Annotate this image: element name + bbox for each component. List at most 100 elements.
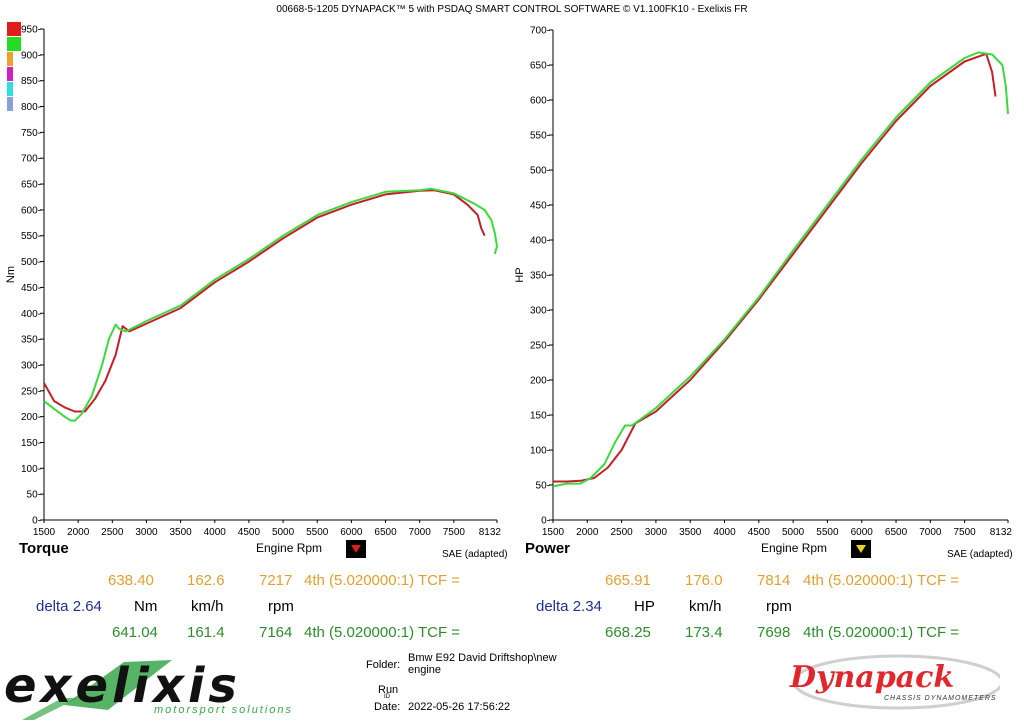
run-swatch-blue[interactable] bbox=[7, 97, 13, 111]
chart1-y-axis-label: HP bbox=[514, 267, 526, 282]
chart0-series-1-line bbox=[43, 189, 486, 413]
chart0-y-tick-label: 400- bbox=[21, 309, 41, 320]
power-run1-rpm: 7814 bbox=[757, 572, 791, 589]
folder-label: Folder: bbox=[366, 659, 401, 671]
power-run1-speed: 176.0 bbox=[685, 572, 723, 589]
power-run1-gear: 4th (5.020000:1) TCF = bbox=[803, 572, 960, 589]
run-info-box: Folder: Bmw E92 David Driftshop\new engi… bbox=[362, 650, 764, 722]
torque-x-axis-label: Engine Rpm bbox=[256, 541, 323, 555]
chart1-x-tick-label: 8132 bbox=[990, 527, 1013, 538]
run-swatch-orange[interactable] bbox=[7, 52, 13, 66]
chart1-series-1-line bbox=[553, 52, 997, 483]
dynapack-logo-text: Dynapack bbox=[790, 660, 955, 695]
chart0-y-tick-label: 850- bbox=[21, 76, 41, 87]
run-swatch-magenta[interactable] bbox=[7, 67, 13, 81]
chart1-x-tick-label: 6500 bbox=[885, 527, 908, 538]
power-run2-gear: 4th (5.020000:1) TCF = bbox=[803, 624, 960, 641]
chart1-y-tick-label: 350- bbox=[530, 271, 550, 282]
power-run1-peak: 665.91 bbox=[605, 572, 651, 589]
run-label: Run bbox=[378, 684, 399, 696]
chart0-x-tick-label: 8132 bbox=[479, 527, 502, 538]
power-chart: 0- 50- 100- 150- 200- 250- 300- 350- 400- 450- 500… bbox=[514, 26, 1013, 539]
torque-delta-unit: Nm bbox=[134, 598, 158, 615]
torque-correction-note: SAE (adapted) bbox=[442, 549, 508, 560]
power-correction-note: SAE (adapted) bbox=[947, 549, 1013, 560]
exelixis-tagline: motorsport solutions bbox=[154, 704, 294, 716]
chart1-x-tick-label: 7000 bbox=[919, 527, 942, 538]
exelixis-logo-text: exelixis bbox=[4, 658, 241, 714]
torque-run1-gear: 4th (5.020000:1) TCF = bbox=[304, 572, 461, 589]
chart0-y-tick-label: 750- bbox=[21, 128, 41, 139]
torque-run2-rpm: 7164 bbox=[259, 624, 293, 641]
dynapack-tagline: CHASSIS DYNAMOMETERS bbox=[884, 695, 997, 702]
chart1-x-tick-label: 4000 bbox=[713, 527, 736, 538]
chart0-y-tick-label: 0- bbox=[32, 516, 41, 527]
chart0-x-tick-label: 5000 bbox=[272, 527, 295, 538]
chart1-y-tick-label: 0- bbox=[541, 516, 550, 527]
chart0-x-tick-label: 7500 bbox=[443, 527, 466, 538]
chart0-y-tick-label: 500- bbox=[21, 257, 41, 268]
chart1-y-tick-label: 300- bbox=[530, 306, 550, 317]
power-speed-unit: km/h bbox=[689, 598, 722, 615]
chart0-x-tick-label: 3500 bbox=[169, 527, 192, 538]
chart0-x-tick-label: 5500 bbox=[306, 527, 329, 538]
chart1-x-tick-label: 3000 bbox=[645, 527, 668, 538]
run-swatch-red[interactable] bbox=[7, 22, 21, 36]
chart0-x-tick-label: 6500 bbox=[374, 527, 397, 538]
chart1-y-tick-label: 400- bbox=[530, 236, 550, 247]
red-down-arrow-icon[interactable] bbox=[346, 540, 366, 558]
power-x-axis-label: Engine Rpm bbox=[761, 541, 828, 555]
chart1-y-tick-label: 200- bbox=[530, 376, 550, 387]
power-run2-speed: 173.4 bbox=[685, 624, 723, 641]
run-swatch-cyan[interactable] bbox=[7, 82, 13, 96]
torque-delta: delta 2.64 bbox=[36, 598, 102, 615]
chart0-x-tick-label: 2000 bbox=[67, 527, 90, 538]
power-delta-unit: HP bbox=[634, 598, 655, 615]
chart0-y-tick-label: 50- bbox=[27, 490, 41, 501]
exelixis-logo: exelixis motorsport solutions bbox=[4, 650, 360, 720]
run-id-label: ID bbox=[384, 694, 390, 700]
power-rpm-unit: rpm bbox=[766, 598, 792, 615]
power-panel-title: Power bbox=[525, 540, 571, 557]
folder-value: Bmw E92 David Driftshop\new engine bbox=[408, 652, 557, 676]
power-delta: delta 2.34 bbox=[536, 598, 602, 615]
chart1-series-2-line bbox=[552, 51, 1009, 488]
run-swatch-green[interactable] bbox=[7, 37, 21, 51]
chart0-x-tick-label: 2500 bbox=[101, 527, 124, 538]
chart0-x-tick-label: 3000 bbox=[135, 527, 158, 538]
torque-panel-title: Torque bbox=[19, 540, 69, 557]
chart0-series-2-line bbox=[43, 187, 498, 422]
torque-run1-peak: 638.40 bbox=[108, 572, 154, 589]
chart0-x-tick-label: 1500 bbox=[33, 527, 56, 538]
chart0-y-tick-label: 550- bbox=[21, 231, 41, 242]
chart1-x-tick-label: 4500 bbox=[748, 527, 771, 538]
yellow-down-arrow-icon[interactable] bbox=[851, 540, 871, 558]
torque-run2-peak: 641.04 bbox=[112, 624, 158, 641]
chart1-x-tick-label: 5000 bbox=[782, 527, 805, 538]
torque-rpm-unit: rpm bbox=[268, 598, 294, 615]
chart0-x-tick-label: 4500 bbox=[238, 527, 261, 538]
chart0-y-tick-label: 300- bbox=[21, 360, 41, 371]
power-run2-rpm: 7698 bbox=[757, 624, 791, 641]
chart0-x-tick-label: 4000 bbox=[204, 527, 227, 538]
chart1-y-tick-label: 100- bbox=[530, 446, 550, 457]
chart1-x-tick-label: 2500 bbox=[610, 527, 633, 538]
chart0-x-tick-label: 6000 bbox=[340, 527, 363, 538]
window-title: 00668-5-1205 DYNAPACK™ 5 with PSDAQ SMAR… bbox=[276, 4, 748, 15]
chart1-x-tick-label: 7500 bbox=[954, 527, 977, 538]
chart0-y-tick-label: 600- bbox=[21, 205, 41, 216]
chart1-x-tick-label: 5500 bbox=[816, 527, 839, 538]
chart1-x-tick-label: 2000 bbox=[576, 527, 599, 538]
date-label: Date: bbox=[374, 701, 401, 713]
chart1-x-tick-label: 3500 bbox=[679, 527, 702, 538]
power-run2-peak: 668.25 bbox=[605, 624, 651, 641]
torque-run2-speed: 161.4 bbox=[187, 624, 225, 641]
chart1-y-tick-label: 250- bbox=[530, 341, 550, 352]
torque-run1-rpm: 7217 bbox=[259, 572, 293, 589]
chart0-y-tick-label: 450- bbox=[21, 283, 41, 294]
chart0-x-tick-label: 7000 bbox=[409, 527, 432, 538]
chart1-y-tick-label: 450- bbox=[530, 201, 550, 212]
chart0-y-tick-label: 700- bbox=[21, 154, 41, 165]
chart1-x-tick-label: 1500 bbox=[542, 527, 565, 538]
chart1-y-tick-label: 700- bbox=[530, 26, 550, 37]
